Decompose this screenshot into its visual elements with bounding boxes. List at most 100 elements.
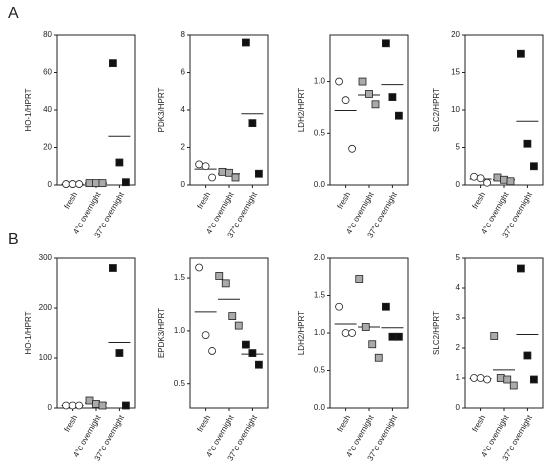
- y-tick-label: 100: [39, 353, 53, 362]
- data-point: [361, 323, 370, 331]
- data-point: [388, 332, 397, 341]
- data-point: [92, 400, 100, 408]
- y-tick-label: 0.0: [314, 403, 326, 412]
- data-point: [388, 93, 397, 101]
- data-point: [490, 332, 499, 340]
- data-point: [98, 179, 107, 188]
- y-tick-label: 80: [43, 30, 52, 39]
- data-point: [218, 167, 227, 176]
- data-point: [75, 180, 83, 188]
- x-tick-label: fresh: [62, 414, 79, 434]
- data-point: [75, 401, 83, 410]
- y-tick-label: 4: [181, 105, 186, 114]
- panel-label: A: [8, 5, 19, 22]
- data-point: [92, 179, 100, 188]
- y-axis-label: SLC2/HPRT: [432, 311, 441, 355]
- data-point: [381, 39, 390, 48]
- data-point: [470, 172, 479, 181]
- data-point: [122, 401, 130, 410]
- y-tick-label: 5: [456, 143, 461, 152]
- x-tick-label: fresh: [335, 414, 352, 434]
- data-point: [506, 177, 515, 186]
- data-point: [496, 374, 505, 382]
- y-tick-label: 0.5: [314, 366, 326, 375]
- data-point: [523, 351, 532, 360]
- data-point: [483, 375, 492, 384]
- data-point: [523, 139, 532, 148]
- data-point: [225, 168, 233, 177]
- y-tick-label: 300: [39, 253, 53, 262]
- data-point: [62, 401, 70, 410]
- data-point: [201, 331, 210, 340]
- y-tick-label: 0: [181, 180, 186, 189]
- y-tick-label: 1.0: [314, 328, 326, 337]
- data-point: [371, 100, 380, 109]
- x-tick-label: fresh: [62, 191, 79, 211]
- data-point: [381, 302, 390, 311]
- y-axis-label: EPDK3/HPRT: [157, 308, 166, 358]
- data-point: [98, 401, 107, 410]
- data-point: [341, 329, 350, 337]
- data-point: [115, 158, 124, 167]
- y-tick-label: 0: [48, 180, 53, 189]
- plot-frame: [329, 34, 409, 186]
- data-point: [248, 349, 257, 357]
- x-tick-label: fresh: [470, 191, 487, 211]
- data-point: [195, 263, 204, 272]
- data-point: [348, 144, 357, 153]
- data-point: [62, 180, 70, 188]
- plot-frame: [56, 34, 136, 186]
- y-tick-label: 1.0: [174, 326, 186, 335]
- data-point: [335, 77, 344, 86]
- x-tick-label: fresh: [195, 414, 212, 434]
- y-tick-label: 0.5: [314, 128, 326, 137]
- data-point: [68, 180, 77, 188]
- plot-frame: [464, 257, 544, 409]
- y-tick-label: 0.5: [174, 379, 186, 388]
- data-point: [365, 90, 373, 98]
- data-point: [241, 340, 250, 349]
- y-tick-label: 200: [39, 303, 53, 312]
- x-tick-label: fresh: [195, 191, 212, 211]
- y-tick-label: 15: [451, 68, 460, 77]
- data-point: [228, 312, 237, 320]
- y-tick-label: 6: [181, 68, 186, 77]
- y-tick-label: 0.0: [314, 180, 326, 189]
- data-point: [248, 119, 257, 128]
- y-tick-label: 40: [43, 105, 52, 114]
- y-tick-label: 1.0: [314, 77, 326, 86]
- data-point: [517, 49, 525, 58]
- data-point: [530, 162, 538, 171]
- data-point: [234, 321, 243, 330]
- data-point: [530, 375, 538, 384]
- y-tick-label: 1: [456, 373, 461, 382]
- y-tick-label: 5: [456, 253, 461, 262]
- x-tick-label: fresh: [335, 191, 352, 211]
- data-point: [355, 275, 364, 283]
- data-point: [476, 174, 485, 183]
- y-tick-label: 20: [451, 30, 460, 39]
- y-tick-label: 1.5: [174, 273, 186, 282]
- data-point: [335, 302, 344, 311]
- data-point: [358, 77, 367, 86]
- y-tick-label: 0: [456, 403, 461, 412]
- y-tick-label: 2: [181, 143, 186, 152]
- data-point: [208, 173, 217, 182]
- y-tick-label: 2: [456, 343, 461, 352]
- plot-frame: [56, 257, 136, 409]
- y-tick-label: 10: [451, 105, 460, 114]
- data-point: [195, 160, 204, 169]
- data-point: [85, 396, 94, 405]
- data-point: [470, 374, 479, 382]
- data-point: [201, 162, 210, 171]
- data-point: [394, 111, 403, 120]
- data-point: [493, 173, 502, 182]
- panel-label: B: [8, 231, 19, 248]
- data-point: [483, 178, 492, 187]
- y-tick-label: 0: [48, 403, 53, 412]
- y-axis-label: LDH2/HPRT: [297, 311, 306, 355]
- data-point: [221, 279, 230, 288]
- y-tick-label: 2.0: [314, 253, 326, 262]
- data-point: [85, 179, 94, 188]
